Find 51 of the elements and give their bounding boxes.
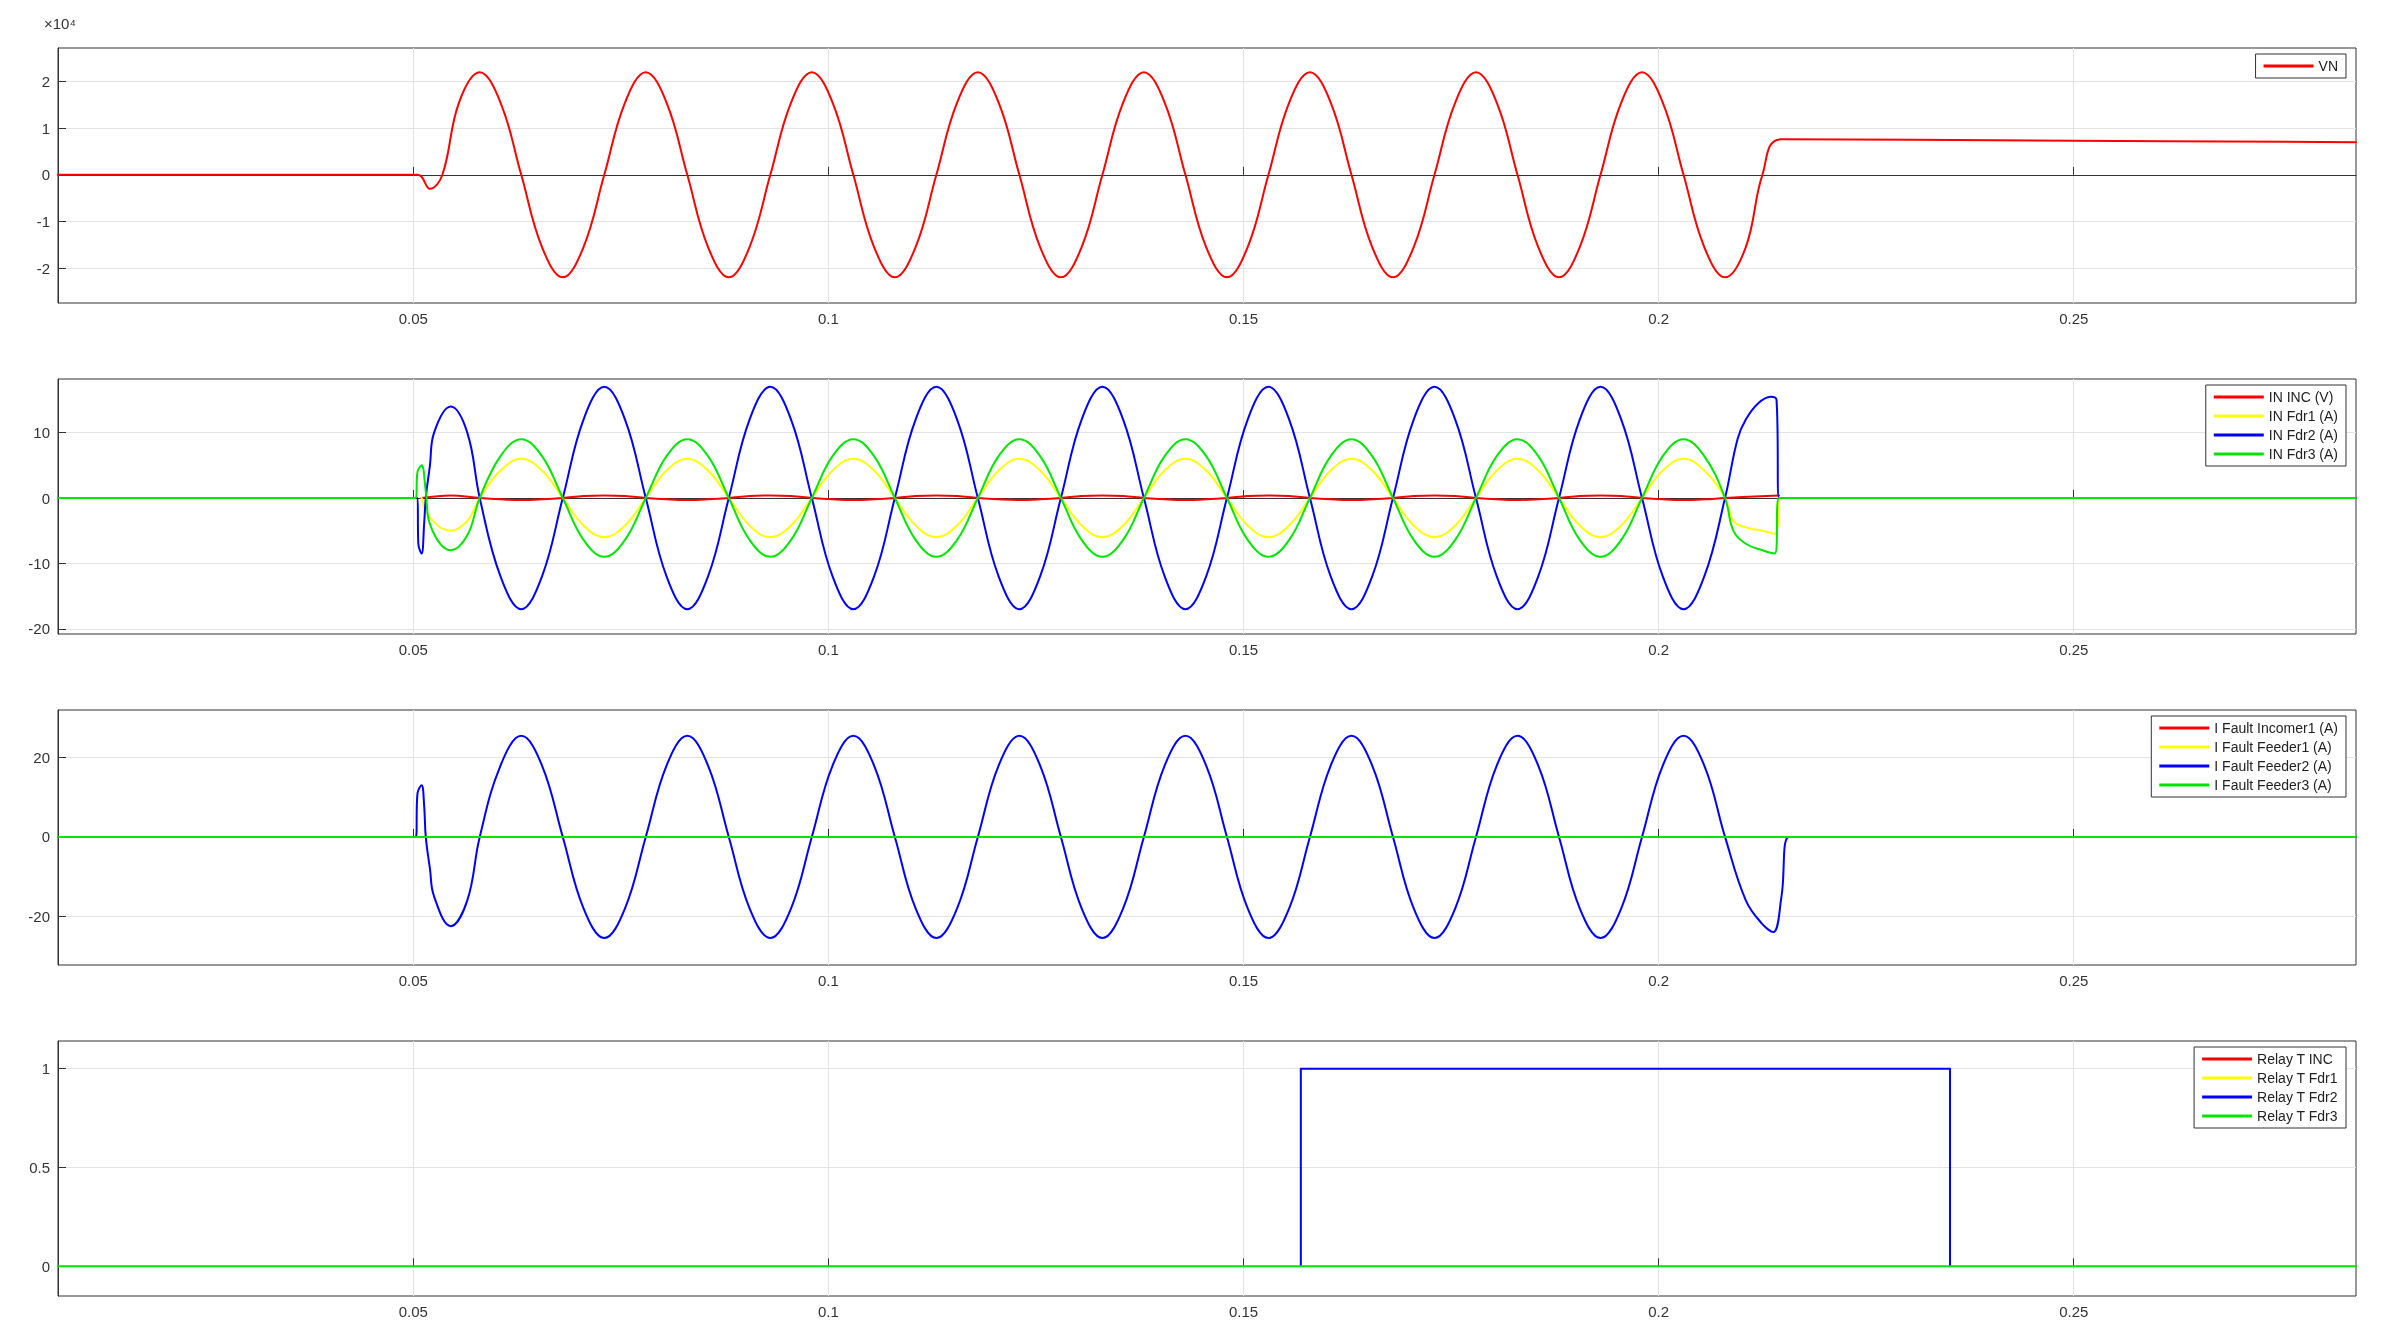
y-tick-label: 1	[41, 119, 50, 137]
legend-label: I Fault Feeder1 (A)	[2214, 739, 2332, 755]
x-tick-label: 0.25	[2059, 310, 2089, 327]
x-tick-label: 0.2	[1648, 1303, 1670, 1320]
legend-label: IN Fdr2 (A)	[2268, 427, 2339, 443]
line-series	[420, 457, 1781, 539]
y-tick-label: -20	[28, 620, 50, 638]
x-tick-label: 0.15	[1228, 641, 1259, 658]
y-tick-label: -2	[36, 259, 50, 277]
x-tick-label: 0.05	[398, 972, 428, 989]
y-tick-label: 10	[33, 424, 50, 442]
x-tick-label: 0.25	[2059, 972, 2089, 989]
line-series	[57, 71, 2357, 279]
y-tick-label: -20	[28, 907, 50, 925]
x-tick-label: 0.2	[1648, 641, 1670, 658]
y-tick-label: 2	[41, 73, 50, 91]
x-tick-label: 0.15	[1228, 1303, 1259, 1320]
legend-label: I Fault Incomer1 (A)	[2214, 720, 2338, 736]
y-tick-label: -1	[36, 212, 50, 230]
x-tick-label: 0.05	[398, 1303, 428, 1320]
x-tick-label: 0.1	[818, 972, 839, 989]
legend-label: VN	[2318, 58, 2338, 74]
legend-label: Relay T Fdr1	[2257, 1070, 2338, 1086]
legend-label: Relay T Fdr2	[2257, 1089, 2338, 1105]
y-tick-label: -10	[28, 554, 50, 572]
x-tick-label: 0.15	[1228, 972, 1259, 989]
text: ×10⁴	[44, 15, 76, 32]
y-tick-label: 0.5	[29, 1159, 50, 1177]
legend-label: I Fault Feeder2 (A)	[2214, 758, 2332, 774]
x-tick-label: 0.05	[398, 310, 428, 327]
x-tick-label: 0.25	[2059, 641, 2089, 658]
legend-label: IN INC (V)	[2268, 389, 2334, 405]
y-tick-label: 0	[41, 166, 50, 184]
x-tick-label: 0.1	[818, 310, 839, 327]
legend-label: Relay T INC	[2257, 1051, 2333, 1067]
y-tick-label: 1	[41, 1060, 50, 1078]
x-tick-label: 0.15	[1228, 310, 1259, 327]
y-tick-label: 0	[41, 1257, 50, 1275]
legend-label: IN Fdr1 (A)	[2268, 408, 2339, 424]
x-tick-label: 0.2	[1648, 972, 1670, 989]
x-tick-label: 0.25	[2059, 1303, 2089, 1320]
legend-label: IN Fdr3 (A)	[2268, 446, 2339, 462]
x-tick-label: 0.1	[818, 641, 839, 658]
x-tick-label: 0.05	[398, 641, 428, 658]
legend-label: Relay T Fdr3	[2257, 1108, 2338, 1124]
x-tick-label: 0.2	[1648, 310, 1670, 327]
y-tick-label: 0	[41, 828, 50, 846]
legend-label: I Fault Feeder3 (A)	[2214, 777, 2332, 793]
x-tick-label: 0.1	[818, 1303, 839, 1320]
y-tick-label: 20	[33, 749, 50, 767]
y-tick-label: 0	[41, 489, 50, 507]
